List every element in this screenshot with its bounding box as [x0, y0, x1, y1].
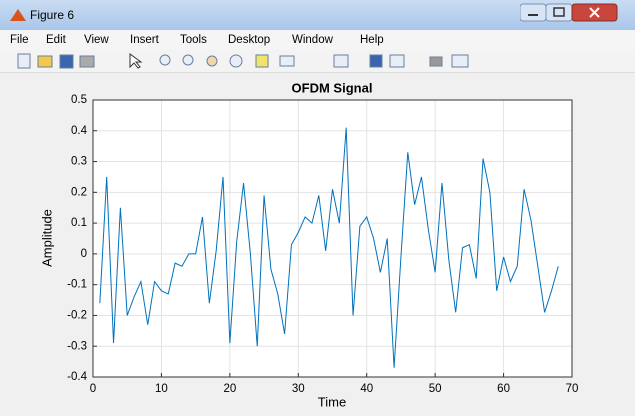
- zoom-in-icon[interactable]: [159, 54, 171, 66]
- toolbar: [0, 50, 635, 73]
- y-tick-label: 0.2: [71, 186, 87, 198]
- x-tick-label: 20: [223, 383, 236, 395]
- axes-box: [92, 99, 573, 378]
- y-tick-label: 0.4: [71, 125, 88, 137]
- open-icon[interactable]: [37, 55, 53, 68]
- minimize-button[interactable]: [520, 3, 547, 22]
- window-title: Figure 6: [30, 8, 75, 22]
- menu-item[interactable]: Edit: [46, 34, 66, 46]
- datacursor-icon[interactable]: [255, 54, 269, 68]
- x-tick-label: 70: [566, 383, 579, 395]
- x-axis-label: Time: [318, 394, 346, 409]
- x-tick-label: 60: [497, 383, 510, 395]
- hide-tools-icon[interactable]: [429, 56, 443, 67]
- x-tick-label: 50: [429, 383, 442, 395]
- rotate-icon[interactable]: [229, 54, 243, 68]
- y-tick-label: 0: [81, 248, 87, 260]
- y-axis-label: Amplitude: [39, 209, 54, 267]
- menu-item[interactable]: View: [84, 34, 109, 46]
- legend-icon[interactable]: [389, 54, 405, 68]
- print-icon[interactable]: [79, 55, 95, 68]
- toolbar-icons: [17, 53, 469, 69]
- x-tick-label: 30: [292, 383, 305, 395]
- colorbar-icon[interactable]: [369, 54, 383, 68]
- link-icon[interactable]: [333, 54, 349, 68]
- y-tick-label: 0.5: [71, 94, 87, 106]
- signal-line: [99, 127, 559, 368]
- title-bar: Figure 6: [0, 0, 635, 30]
- pan-icon[interactable]: [206, 55, 218, 67]
- new-icon[interactable]: [17, 53, 31, 69]
- menu-item[interactable]: Desktop: [228, 34, 271, 46]
- y-tick-label: 0.1: [71, 217, 87, 229]
- y-tick-label: -0.4: [67, 371, 87, 383]
- x-tick-label: 0: [90, 383, 96, 395]
- menu-item[interactable]: File: [10, 34, 29, 46]
- app-icon: [10, 9, 26, 21]
- axes-background: [93, 100, 572, 377]
- y-tick-label: -0.2: [67, 309, 87, 321]
- menu-item[interactable]: Insert: [130, 34, 159, 46]
- save-icon[interactable]: [59, 54, 74, 69]
- y-tick-label: 0.3: [71, 156, 87, 168]
- brush-icon[interactable]: [279, 55, 295, 67]
- chart: OFDM Signal Time Amplitude -0.4 -0.3 -0.2 -…: [39, 80, 579, 409]
- x-tick-label: 40: [360, 383, 373, 395]
- menu-item[interactable]: Window: [292, 34, 333, 46]
- menu-item[interactable]: Help: [360, 34, 384, 46]
- window-buttons: [520, 3, 618, 22]
- dock-icon[interactable]: [451, 54, 469, 68]
- x-tick-label: 10: [155, 383, 168, 395]
- chart-title: OFDM Signal: [292, 80, 373, 95]
- pointer-icon[interactable]: [129, 53, 143, 69]
- maximize-button[interactable]: [545, 3, 573, 22]
- menu-item[interactable]: Tools: [180, 34, 207, 46]
- y-tick-label: -0.1: [67, 279, 87, 291]
- y-tick-label: -0.3: [67, 340, 87, 352]
- zoom-out-icon[interactable]: [182, 54, 194, 66]
- menu-bar: File Edit View Insert Tools Desktop Window Help: [0, 30, 635, 50]
